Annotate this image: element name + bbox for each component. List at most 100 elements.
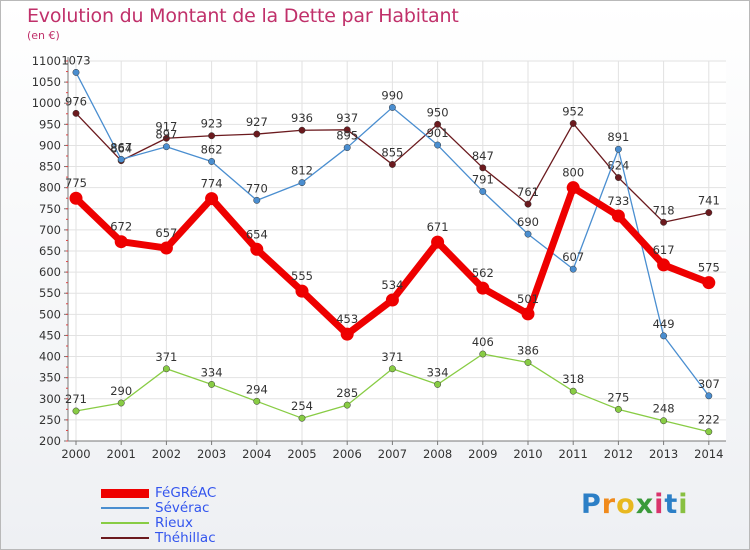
data-point [72,407,80,415]
data-point [253,397,261,405]
logo-letter: r [601,489,617,520]
x-tick-label: 2013 [649,447,678,461]
data-point [205,192,219,206]
x-tick-label: 2006 [333,447,362,461]
y-tick-label: 700 [39,223,61,237]
y-tick-label: 750 [39,202,61,216]
legend-swatch [101,537,149,539]
data-point [614,174,622,181]
data-point [660,218,668,226]
data-label: 775 [65,176,87,190]
logo-letter: t [664,489,679,520]
data-point [614,405,622,413]
data-point [569,120,577,127]
series-fégréac: 775 672 657 774 654 555 453 534 671 562 501 800 733 6… [65,166,720,341]
data-label: 891 [607,130,629,144]
data-point [434,380,442,388]
x-tick-label: 2008 [423,447,452,461]
data-point [524,230,532,238]
data-label: 248 [653,402,675,416]
data-point [117,399,125,407]
data-label: 923 [201,117,223,131]
y-tick-label: 250 [39,413,61,427]
data-point [72,68,80,76]
logo-letter: o [616,489,636,520]
data-point [298,126,306,134]
data-point [162,134,170,142]
data-label: 254 [291,399,313,413]
x-tick-label: 2014 [694,447,723,461]
data-label: 774 [201,177,223,191]
data-point [388,365,396,373]
data-point [611,209,625,223]
data-point [298,414,306,422]
data-label: 453 [336,312,358,326]
data-label: 371 [155,350,177,364]
data-point [479,350,487,358]
data-point [479,164,487,172]
data-point [343,401,351,409]
data-point [569,265,577,273]
y-tick-label: 300 [39,392,61,406]
data-point [705,392,713,400]
data-point [434,141,442,149]
data-label: 901 [427,126,449,140]
logo-letter: i [654,489,665,520]
proxiti-logo: Proxiti [581,489,689,520]
data-point [340,327,354,341]
data-label: 290 [110,384,132,398]
data-label: 617 [653,243,675,257]
series-sévérac: 1073 867 897 862 770 812 895 990 901 791 690 607 891… [61,53,720,400]
data-label: 952 [562,104,584,118]
data-point [524,200,532,208]
x-tick-label: 2009 [468,447,497,461]
data-point [657,258,671,272]
x-tick-label: 2004 [242,447,271,461]
data-label: 607 [562,250,584,264]
data-label: 976 [65,94,87,108]
y-tick-label: 650 [39,244,61,258]
data-label: 847 [472,149,494,163]
data-point [431,235,445,249]
data-point [69,191,83,205]
data-point [162,365,170,373]
data-label: 657 [155,226,177,240]
data-label: 897 [155,128,177,142]
data-label: 318 [562,372,584,386]
data-label: 690 [517,215,539,229]
data-label: 770 [246,181,268,195]
data-label: 671 [427,220,449,234]
data-point [660,417,668,425]
data-point [434,120,442,128]
legend-swatch [101,522,149,524]
data-label: 867 [110,140,132,154]
data-label: 791 [472,172,494,186]
data-label: 562 [472,266,494,280]
data-label: 927 [246,115,268,129]
data-point [298,179,306,187]
chart-title: Evolution du Montant de la Dette par Hab… [27,5,459,27]
data-label: 386 [517,343,539,357]
y-tick-label: 600 [39,265,61,279]
y-tick-label: 400 [39,350,61,364]
data-label: 862 [201,142,223,156]
data-label: 741 [698,194,720,208]
y-tick-label: 500 [39,307,61,321]
x-tick-label: 2001 [107,447,136,461]
data-label: 864 [110,142,132,156]
data-label: 950 [427,105,449,119]
data-point [114,235,128,249]
data-label: 371 [381,350,403,364]
data-label: 534 [381,278,403,292]
data-label: 800 [562,166,584,180]
data-label: 575 [698,261,720,275]
data-label: 222 [698,413,720,427]
x-tick-label: 2007 [378,447,407,461]
data-label: 718 [653,203,675,217]
y-tick-label: 1050 [32,75,61,89]
data-point [117,155,125,163]
data-point [208,158,216,165]
data-label: 307 [698,377,720,391]
